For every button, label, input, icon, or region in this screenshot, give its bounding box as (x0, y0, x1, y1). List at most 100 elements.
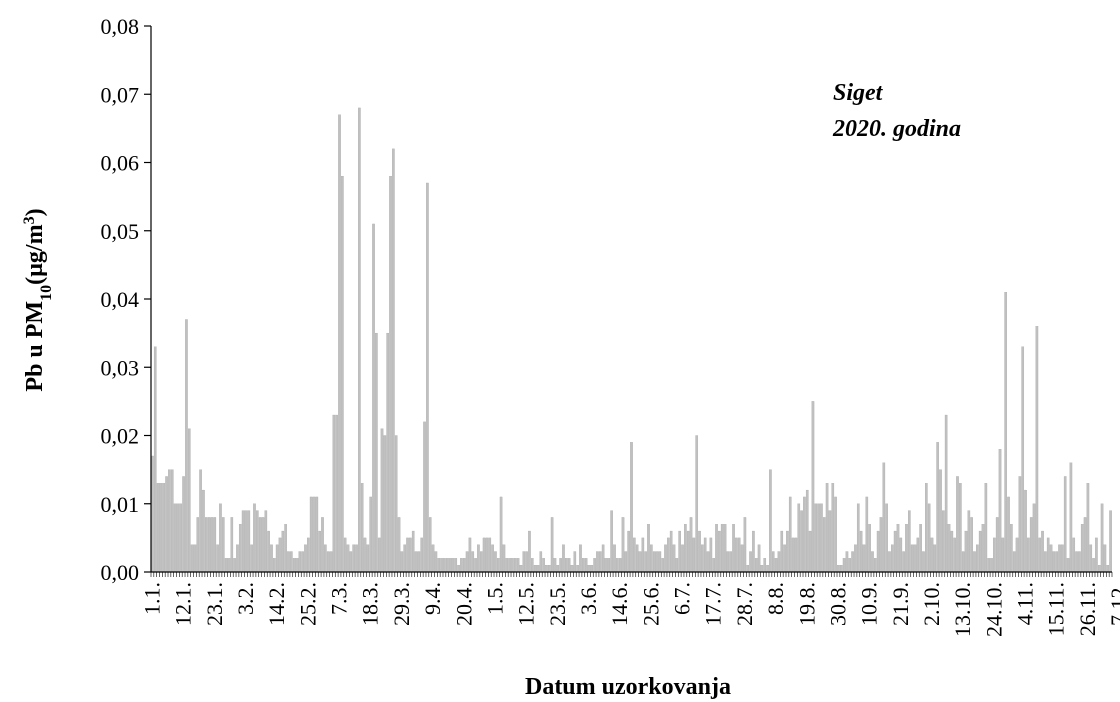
bar (281, 530, 285, 573)
bar (221, 517, 225, 573)
bar (550, 517, 554, 573)
bar (386, 332, 390, 573)
bar (701, 544, 704, 573)
bar (709, 537, 713, 573)
bar (970, 517, 973, 573)
bar (380, 428, 384, 573)
bar (182, 476, 185, 573)
bar (1103, 544, 1107, 573)
bar (908, 510, 911, 573)
bar (596, 551, 599, 573)
bar (822, 517, 826, 573)
bar (922, 551, 925, 573)
bar (360, 483, 364, 573)
bar (882, 462, 886, 573)
bar (633, 537, 636, 573)
bar (805, 489, 809, 573)
y-axis-title-part-1: Pb u PM (22, 301, 48, 392)
bar (726, 551, 730, 573)
y-tick-label: 0,00 (101, 560, 140, 585)
bar (686, 530, 690, 573)
bar (859, 530, 863, 573)
bar (417, 551, 421, 573)
bar (576, 565, 579, 573)
bar (275, 544, 279, 573)
bar (278, 537, 282, 573)
bar (718, 530, 721, 573)
bar (984, 483, 988, 573)
bar (307, 537, 310, 573)
bar (533, 565, 537, 573)
bar (562, 544, 565, 573)
bar (295, 558, 299, 573)
y-tick-label: 0,07 (101, 82, 140, 107)
bar (658, 551, 662, 573)
bar (902, 551, 905, 573)
y-axis-title-subscript: 10 (38, 285, 55, 301)
bar (933, 544, 937, 573)
x-tick-label: 1.1. (139, 582, 164, 615)
bar (499, 496, 503, 573)
bar (202, 489, 205, 573)
bar (423, 421, 426, 573)
bar (610, 510, 613, 573)
x-axis-title: Datum uzorkovanja (525, 674, 731, 700)
y-axis-title: Pb u PM10(µg/m3) (21, 208, 55, 391)
bar (777, 551, 781, 573)
bar (774, 558, 778, 573)
bar (315, 496, 319, 573)
bar (828, 510, 832, 573)
bar (468, 537, 472, 573)
bar (267, 530, 270, 573)
bar (732, 524, 735, 573)
bar (1012, 551, 1016, 573)
bar (392, 148, 395, 573)
bar (936, 442, 939, 573)
bar (213, 517, 217, 573)
bar (341, 175, 344, 573)
bar (1029, 517, 1033, 573)
bar (298, 551, 302, 573)
bar (896, 524, 900, 573)
x-tick-label: 23.1. (202, 582, 227, 626)
bar (219, 503, 222, 573)
bar (358, 107, 361, 573)
bar (692, 537, 696, 573)
bar (564, 558, 568, 573)
bar (488, 537, 492, 573)
bar (684, 524, 687, 573)
bar (1038, 537, 1042, 573)
y-axis-title-part-3: ) (22, 208, 48, 216)
bar (460, 558, 463, 573)
bar (616, 558, 619, 573)
bar (207, 517, 211, 573)
bar (1080, 524, 1084, 573)
bar (752, 530, 755, 573)
bar (287, 551, 290, 573)
y-tick-label: 0,02 (101, 424, 140, 449)
bar (942, 510, 945, 573)
bar (369, 496, 373, 573)
bar (1015, 537, 1019, 573)
bar (723, 524, 727, 573)
bar (496, 558, 500, 573)
bar (873, 558, 877, 573)
bar (443, 558, 446, 573)
bar (170, 469, 174, 573)
bar (766, 565, 769, 573)
bar (156, 483, 160, 573)
bar (409, 537, 412, 573)
bar (1001, 537, 1005, 573)
bar (346, 544, 350, 573)
bar (885, 503, 888, 573)
x-tick-label: 7.12. (1106, 582, 1120, 626)
bar (1106, 565, 1110, 573)
bar (599, 551, 602, 573)
bar (967, 510, 971, 573)
bar (513, 558, 517, 573)
bar (729, 551, 733, 573)
bar (290, 551, 293, 573)
bar (250, 544, 253, 573)
bar (165, 476, 168, 573)
bar (987, 558, 990, 573)
